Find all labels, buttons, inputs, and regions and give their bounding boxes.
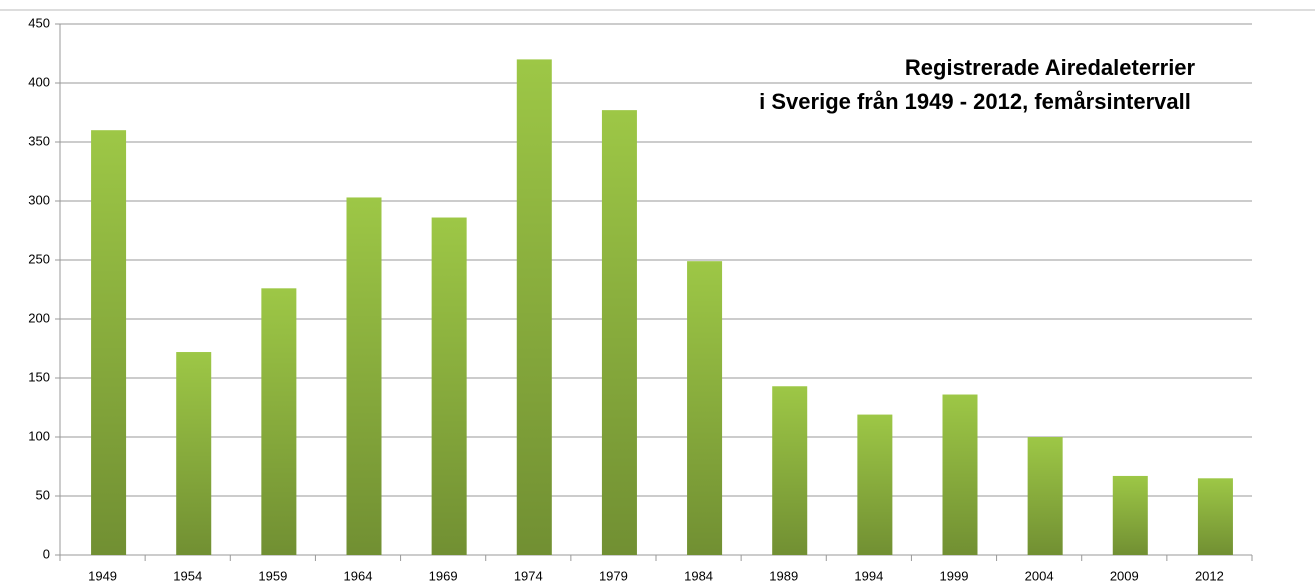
bar-shade	[346, 197, 382, 555]
x-tick-label: 1959	[258, 568, 287, 583]
bar-shade	[772, 386, 808, 555]
y-tick-label: 300	[28, 192, 50, 207]
x-tick-label: 1974	[514, 568, 543, 583]
bar-shade	[687, 261, 723, 555]
x-tick-label: 1954	[173, 568, 202, 583]
bar-shade	[261, 288, 297, 555]
bar-shade	[1112, 475, 1148, 555]
x-tick-label: 1984	[684, 568, 713, 583]
x-tick-label: 1989	[769, 568, 798, 583]
bar-shade	[601, 110, 637, 555]
x-tick-label: 1969	[429, 568, 458, 583]
bar-shade	[176, 352, 212, 555]
bar-shade	[1027, 437, 1063, 555]
y-tick-label: 250	[28, 251, 50, 266]
x-tick-label: 2012	[1195, 568, 1224, 583]
bar-shade	[431, 217, 467, 555]
bar-shade	[942, 394, 978, 555]
chart-title: Registrerade Airedaleterrier	[905, 55, 1196, 80]
y-tick-label: 350	[28, 133, 50, 148]
bar-shade	[516, 59, 552, 556]
x-tick-label: 1949	[88, 568, 117, 583]
x-tick-label: 2004	[1025, 568, 1054, 583]
y-tick-label: 50	[36, 487, 50, 502]
y-tick-label: 0	[43, 546, 50, 561]
x-tick-label: 1994	[854, 568, 883, 583]
bar-shade	[1197, 478, 1233, 555]
y-tick-label: 450	[28, 15, 50, 30]
bar-shade	[857, 414, 893, 555]
y-tick-label: 400	[28, 74, 50, 89]
y-tick-label: 150	[28, 369, 50, 384]
x-tick-label: 1979	[599, 568, 628, 583]
chart-subtitle: i Sverige från 1949 - 2012, femårsinterv…	[759, 89, 1191, 114]
x-tick-label: 1964	[344, 568, 373, 583]
y-tick-label: 200	[28, 310, 50, 325]
x-tick-label: 2009	[1110, 568, 1139, 583]
x-tick-label: 1999	[940, 568, 969, 583]
y-tick-label: 100	[28, 428, 50, 443]
bar-shade	[91, 130, 127, 555]
